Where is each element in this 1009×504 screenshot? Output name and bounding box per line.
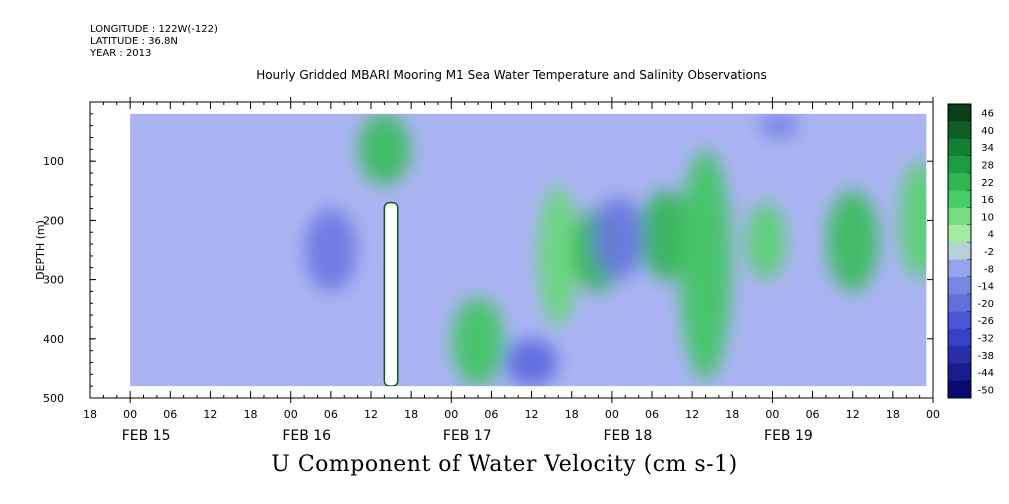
colorbar-swatch <box>948 207 971 226</box>
y-tick-label: 200 <box>43 214 64 227</box>
x-hour-tick-label: 00 <box>765 408 779 421</box>
x-hour-tick-label: 18 <box>565 408 579 421</box>
x-hour-tick-label: 12 <box>364 408 378 421</box>
x-day-label: FEB 15 <box>122 428 171 444</box>
latitude-label: LATITUDE : 36.8N <box>90 36 178 47</box>
colorbar-label: 22 <box>981 178 994 189</box>
velocity-feature <box>304 208 357 292</box>
colorbar-label: -38 <box>978 351 994 362</box>
colorbar-label: -8 <box>984 264 994 275</box>
x-hour-tick-label: 12 <box>525 408 539 421</box>
colorbar-swatch <box>948 121 971 140</box>
year-label: YEAR : 2013 <box>90 48 152 59</box>
colorbar-swatch <box>948 276 971 295</box>
x-hour-tick-label: 00 <box>284 408 298 421</box>
x-day-label: FEB 19 <box>764 428 813 444</box>
velocity-feature <box>358 113 411 185</box>
x-hour-tick-label: 18 <box>244 408 258 421</box>
colorbar-label: 4 <box>988 230 994 241</box>
colorbar-label: 40 <box>981 126 994 137</box>
velocity-feature <box>452 297 505 387</box>
x-hour-tick-label: 00 <box>926 408 940 421</box>
colorbar-label: -44 <box>978 368 994 379</box>
x-hour-tick-label: 12 <box>203 408 217 421</box>
colorbar-swatch <box>948 328 971 347</box>
colorbar-label: -20 <box>978 299 994 310</box>
colorbar-label: 34 <box>981 143 994 154</box>
x-hour-tick-label: 06 <box>645 408 659 421</box>
x-hour-tick-label: 18 <box>404 408 418 421</box>
longitude-label: LONGITUDE : 122W(-122) <box>90 24 218 35</box>
x-hour-tick-label: 00 <box>444 408 458 421</box>
x-hour-tick-label: 12 <box>685 408 699 421</box>
x-day-label: FEB 16 <box>282 428 331 444</box>
colorbar-swatch <box>948 259 971 278</box>
colorbar-swatch <box>948 138 971 157</box>
x-day-label: FEB 18 <box>603 428 652 444</box>
velocity-feature <box>592 196 645 280</box>
x-hour-tick-label: 06 <box>324 408 338 421</box>
velocity-feature <box>538 184 579 327</box>
missing-data-gap <box>383 201 399 387</box>
colorbar-swatch <box>948 225 971 243</box>
colorbar-swatch <box>948 155 971 174</box>
velocity-feature <box>639 190 692 280</box>
colorbar-swatch <box>948 173 971 191</box>
x-hour-tick-label: 12 <box>846 408 860 421</box>
y-tick-label: 500 <box>43 392 64 405</box>
colorbar-swatch <box>948 363 971 382</box>
y-tick-label: 400 <box>43 333 64 346</box>
colorbar-swatch <box>948 311 971 330</box>
x-hour-tick-label: 06 <box>163 408 177 421</box>
colorbar-frame <box>947 103 972 399</box>
colorbar-label: -26 <box>978 316 994 327</box>
x-hour-tick-label: 18 <box>83 408 97 421</box>
velocity-feature <box>679 149 732 381</box>
y-axis-label: DEPTH (m) <box>34 220 47 280</box>
colorbar-swatch <box>948 380 971 399</box>
colorbar-label: 28 <box>981 161 994 172</box>
colorbar-label: -14 <box>978 282 994 293</box>
colorbar-label: -32 <box>978 333 994 344</box>
colorbar-swatch <box>948 346 971 364</box>
x-hour-tick-label: 00 <box>123 408 137 421</box>
colorbar-label: 10 <box>981 212 994 223</box>
velocity-feature <box>826 190 879 292</box>
colorbar-swatch <box>948 190 971 209</box>
velocity-feature <box>745 202 786 280</box>
plot-frame <box>89 101 934 399</box>
x-hour-tick-label: 06 <box>806 408 820 421</box>
chart-title: Hourly Gridded MBARI Mooring M1 Sea Wate… <box>256 68 767 82</box>
data-features <box>304 113 927 387</box>
variable-title: U Component of Water Velocity (cm s-1) <box>271 452 738 477</box>
colorbar-label: -2 <box>984 247 994 258</box>
colorbar-label: 46 <box>981 109 994 120</box>
colorbar-label: 16 <box>981 195 994 206</box>
x-hour-tick-label: 18 <box>725 408 739 421</box>
velocity-feature <box>759 113 800 138</box>
x-hour-tick-label: 18 <box>886 408 900 421</box>
colorbar-label: -50 <box>978 385 994 396</box>
velocity-feature <box>505 338 558 387</box>
x-day-label: FEB 17 <box>443 428 492 444</box>
y-tick-label: 100 <box>43 155 64 168</box>
colorbar-swatch <box>948 104 971 122</box>
y-tick-label: 300 <box>43 274 64 287</box>
x-hour-tick-label: 00 <box>605 408 619 421</box>
colorbar-swatch <box>948 294 971 313</box>
colorbar-swatch <box>948 242 971 261</box>
x-hour-tick-label: 06 <box>484 408 498 421</box>
velocity-feature <box>899 161 927 280</box>
